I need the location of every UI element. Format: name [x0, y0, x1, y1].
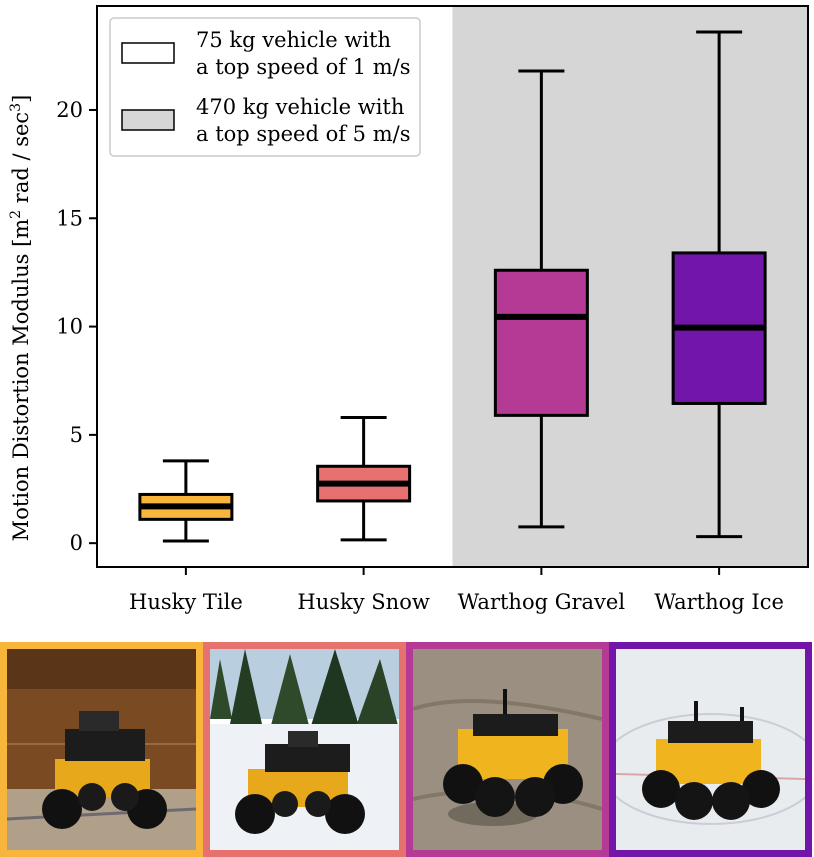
legend-entry-light-line2: a top speed of 1 m/s: [196, 55, 410, 79]
y-axis-ticks: 0 5 10 15 20: [56, 98, 97, 555]
legend-entry-heavy-line1: 470 kg vehicle with: [196, 95, 404, 119]
y-axis-label-main: Motion Distortion Modulus [m: [9, 219, 33, 542]
y-axis-label-mid: rad / sec: [9, 112, 33, 210]
x-tick-label: Warthog Ice: [654, 590, 784, 614]
x-axis-ticks: Husky Tile Husky Snow Warthog Gravel Wartho…: [129, 567, 784, 614]
photo-warthog-gravel: [406, 642, 609, 857]
axes-frame: [96, 5, 809, 568]
y-axis-label-sup1: 2: [8, 210, 24, 219]
legend: 75 kg vehicle with a top speed of 1 m/s …: [109, 17, 421, 157]
legend-entry-heavy-line2: a top speed of 5 m/s: [196, 122, 410, 146]
y-tick-label: 0: [70, 531, 83, 555]
photo-husky-tile: [0, 642, 203, 857]
box-body: [493, 268, 589, 417]
photo-warthog-ice: [609, 642, 812, 857]
x-tick-label: Husky Tile: [129, 590, 243, 614]
legend-swatch-heavy: [121, 109, 175, 131]
box-warthog-gravel: [493, 69, 589, 529]
y-axis-label-end: ]: [9, 95, 33, 103]
x-tick-label: Warthog Gravel: [458, 590, 626, 614]
y-axis-label-sup2: 3: [8, 103, 24, 112]
box-husky-tile: [138, 459, 234, 543]
y-axis-label: Motion Distortion Modulus [m2 rad / sec3…: [8, 95, 33, 542]
legend-frame: [109, 17, 421, 157]
legend-entry-light-line1: 75 kg vehicle with: [196, 28, 391, 52]
x-tick-label: Husky Snow: [297, 590, 429, 614]
box-husky-snow: [316, 416, 412, 542]
y-tick-label: 5: [70, 423, 83, 447]
box-series: [138, 30, 767, 543]
legend-swatch-light: [121, 42, 175, 64]
photo-husky-snow: [203, 642, 406, 857]
y-tick-label: 10: [56, 315, 83, 339]
y-tick-label: 20: [56, 98, 83, 122]
box-plot-chart: 0 5 10 15 20 Husky Tile Husky Snow Warthog Gra…: [8, 5, 809, 614]
y-tick-label: 15: [56, 206, 83, 230]
box-warthog-ice: [671, 30, 767, 539]
